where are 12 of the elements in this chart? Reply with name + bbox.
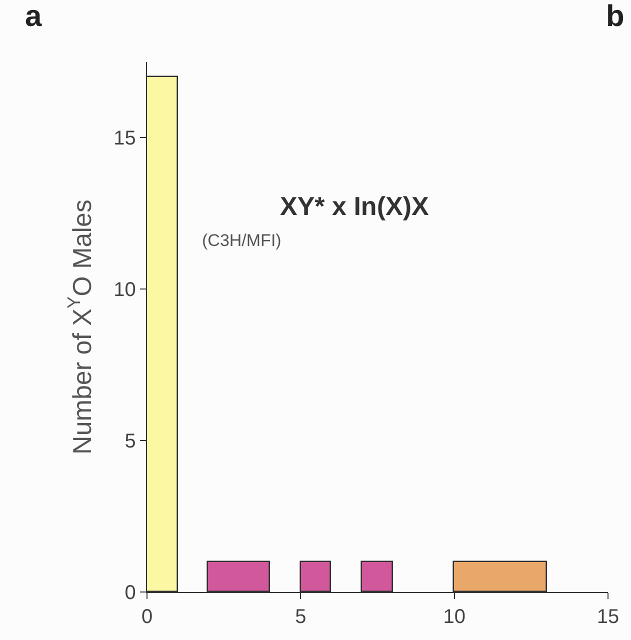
y-tick-label: 0 [124,582,136,604]
y-tick-label: 15 [114,128,136,150]
x-tick-label: 5 [295,606,306,628]
x-tick-label: 15 [596,606,620,628]
text: a [25,0,42,33]
text: b [606,0,624,33]
x-tick-label: 0 [141,606,153,628]
x-tick-label: 10 [443,606,466,628]
text: XY* x In(X)X [280,191,430,221]
y-tick-label: 10 [114,279,136,302]
y-tick-label: 5 [124,430,136,453]
text: (C3H/MFI) [202,231,282,250]
